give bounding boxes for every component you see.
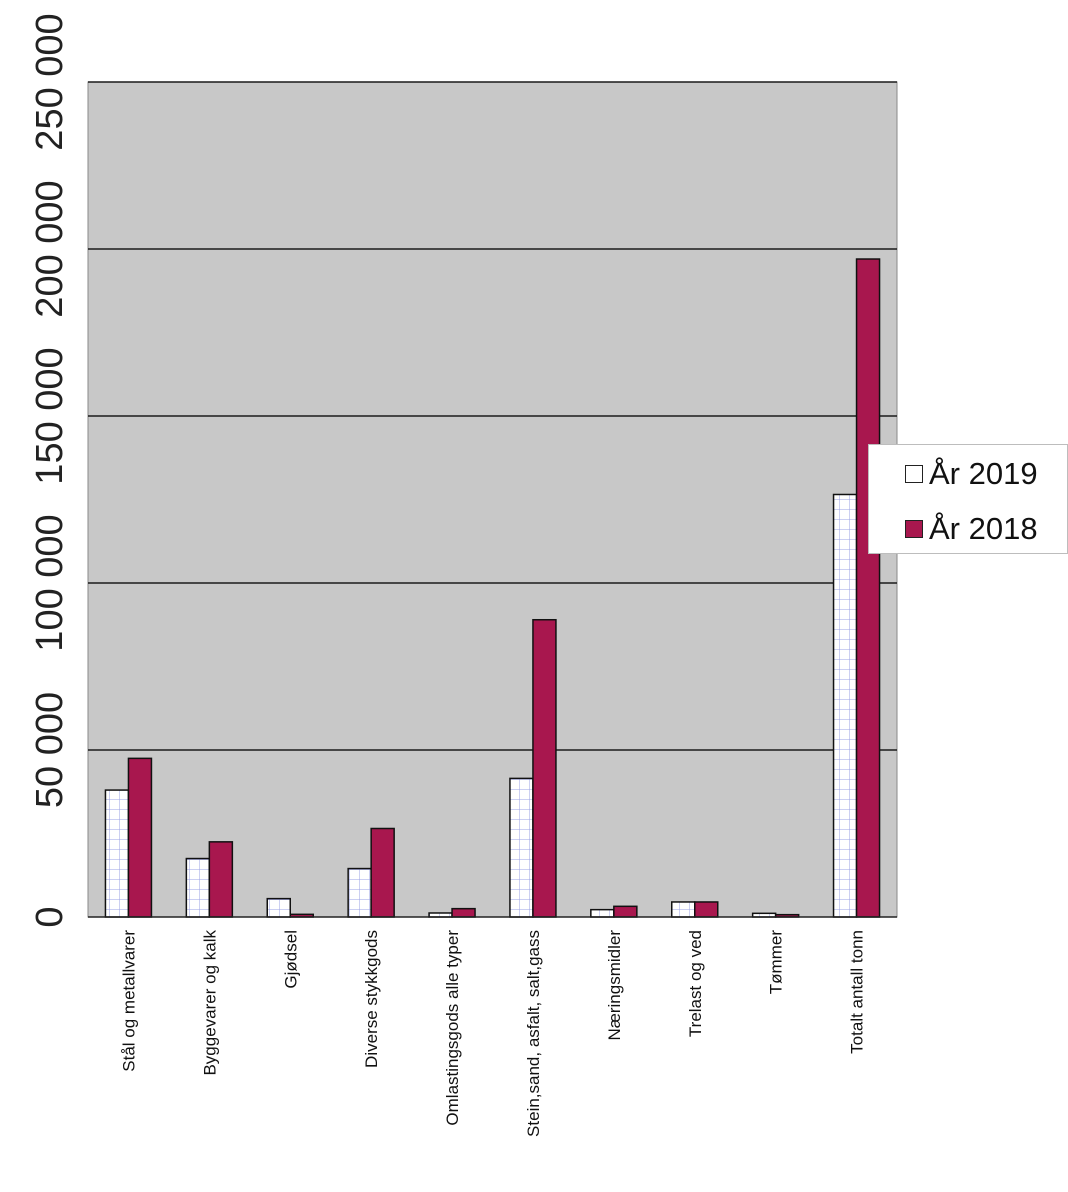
x-tick-label: Omlastingsgods alle typer [443, 930, 462, 1126]
legend-swatch-2019 [905, 465, 923, 483]
bars [104, 258, 881, 918]
bar-2018 [451, 907, 476, 918]
bar-2018 [208, 841, 234, 918]
x-tick-label: Byggevarer og kalk [200, 930, 219, 1076]
plot-area [87, 81, 898, 918]
y-tick-label: 250 000 [29, 13, 71, 150]
x-tick-label: Totalt antall tonn [848, 930, 867, 1054]
bar-2018 [613, 905, 638, 918]
y-tick-label: 0 [29, 906, 71, 927]
x-axis-ticks: Stål og metallvarer Byggevarer og kalk Gjø… [119, 930, 866, 1137]
bar-2019 [671, 901, 696, 918]
x-tick-label: Gjødsel [281, 930, 300, 989]
x-tick-label: Tømmer [767, 930, 786, 995]
bar-2018 [694, 901, 719, 918]
legend-label-2018: År 2018 [929, 511, 1038, 546]
bar-2019 [832, 493, 858, 918]
legend-item-2019: År 2019 [905, 454, 1038, 494]
x-tick-label: Stein,sand, asfalt, salt,gass [524, 930, 543, 1137]
y-tick-label: 200 000 [29, 180, 71, 317]
y-tick-label: 100 000 [29, 514, 71, 651]
y-axis-ticks: 0 50 000 100 000 150 000 200 000 250 000 [29, 13, 71, 927]
x-tick-label: Stål og metallvarer [119, 930, 138, 1072]
gridlines [88, 81, 897, 751]
legend-swatch-2018 [905, 520, 923, 538]
bar-2019 [185, 857, 211, 918]
y-tick-label: 50 000 [29, 692, 71, 808]
bar-2018 [127, 757, 153, 918]
bar-2018 [370, 827, 395, 918]
legend: År 2019 År 2018 [868, 444, 1068, 554]
bar-2019 [347, 867, 372, 918]
x-tick-label: Trelast og ved [686, 930, 705, 1037]
legend-item-2018: År 2018 [905, 509, 1038, 549]
bar-2018 [855, 258, 881, 918]
bar-2019 [590, 908, 615, 918]
x-tick-label: Næringsmidler [605, 930, 624, 1041]
bar-2019 [266, 897, 291, 918]
y-tick-label: 150 000 [29, 347, 71, 484]
legend-label-2019: År 2019 [929, 456, 1038, 491]
x-tick-label: Diverse stykkgods [362, 930, 381, 1068]
bar-2019 [509, 777, 534, 918]
bar-2019 [104, 789, 130, 918]
bar-2018 [532, 618, 557, 918]
